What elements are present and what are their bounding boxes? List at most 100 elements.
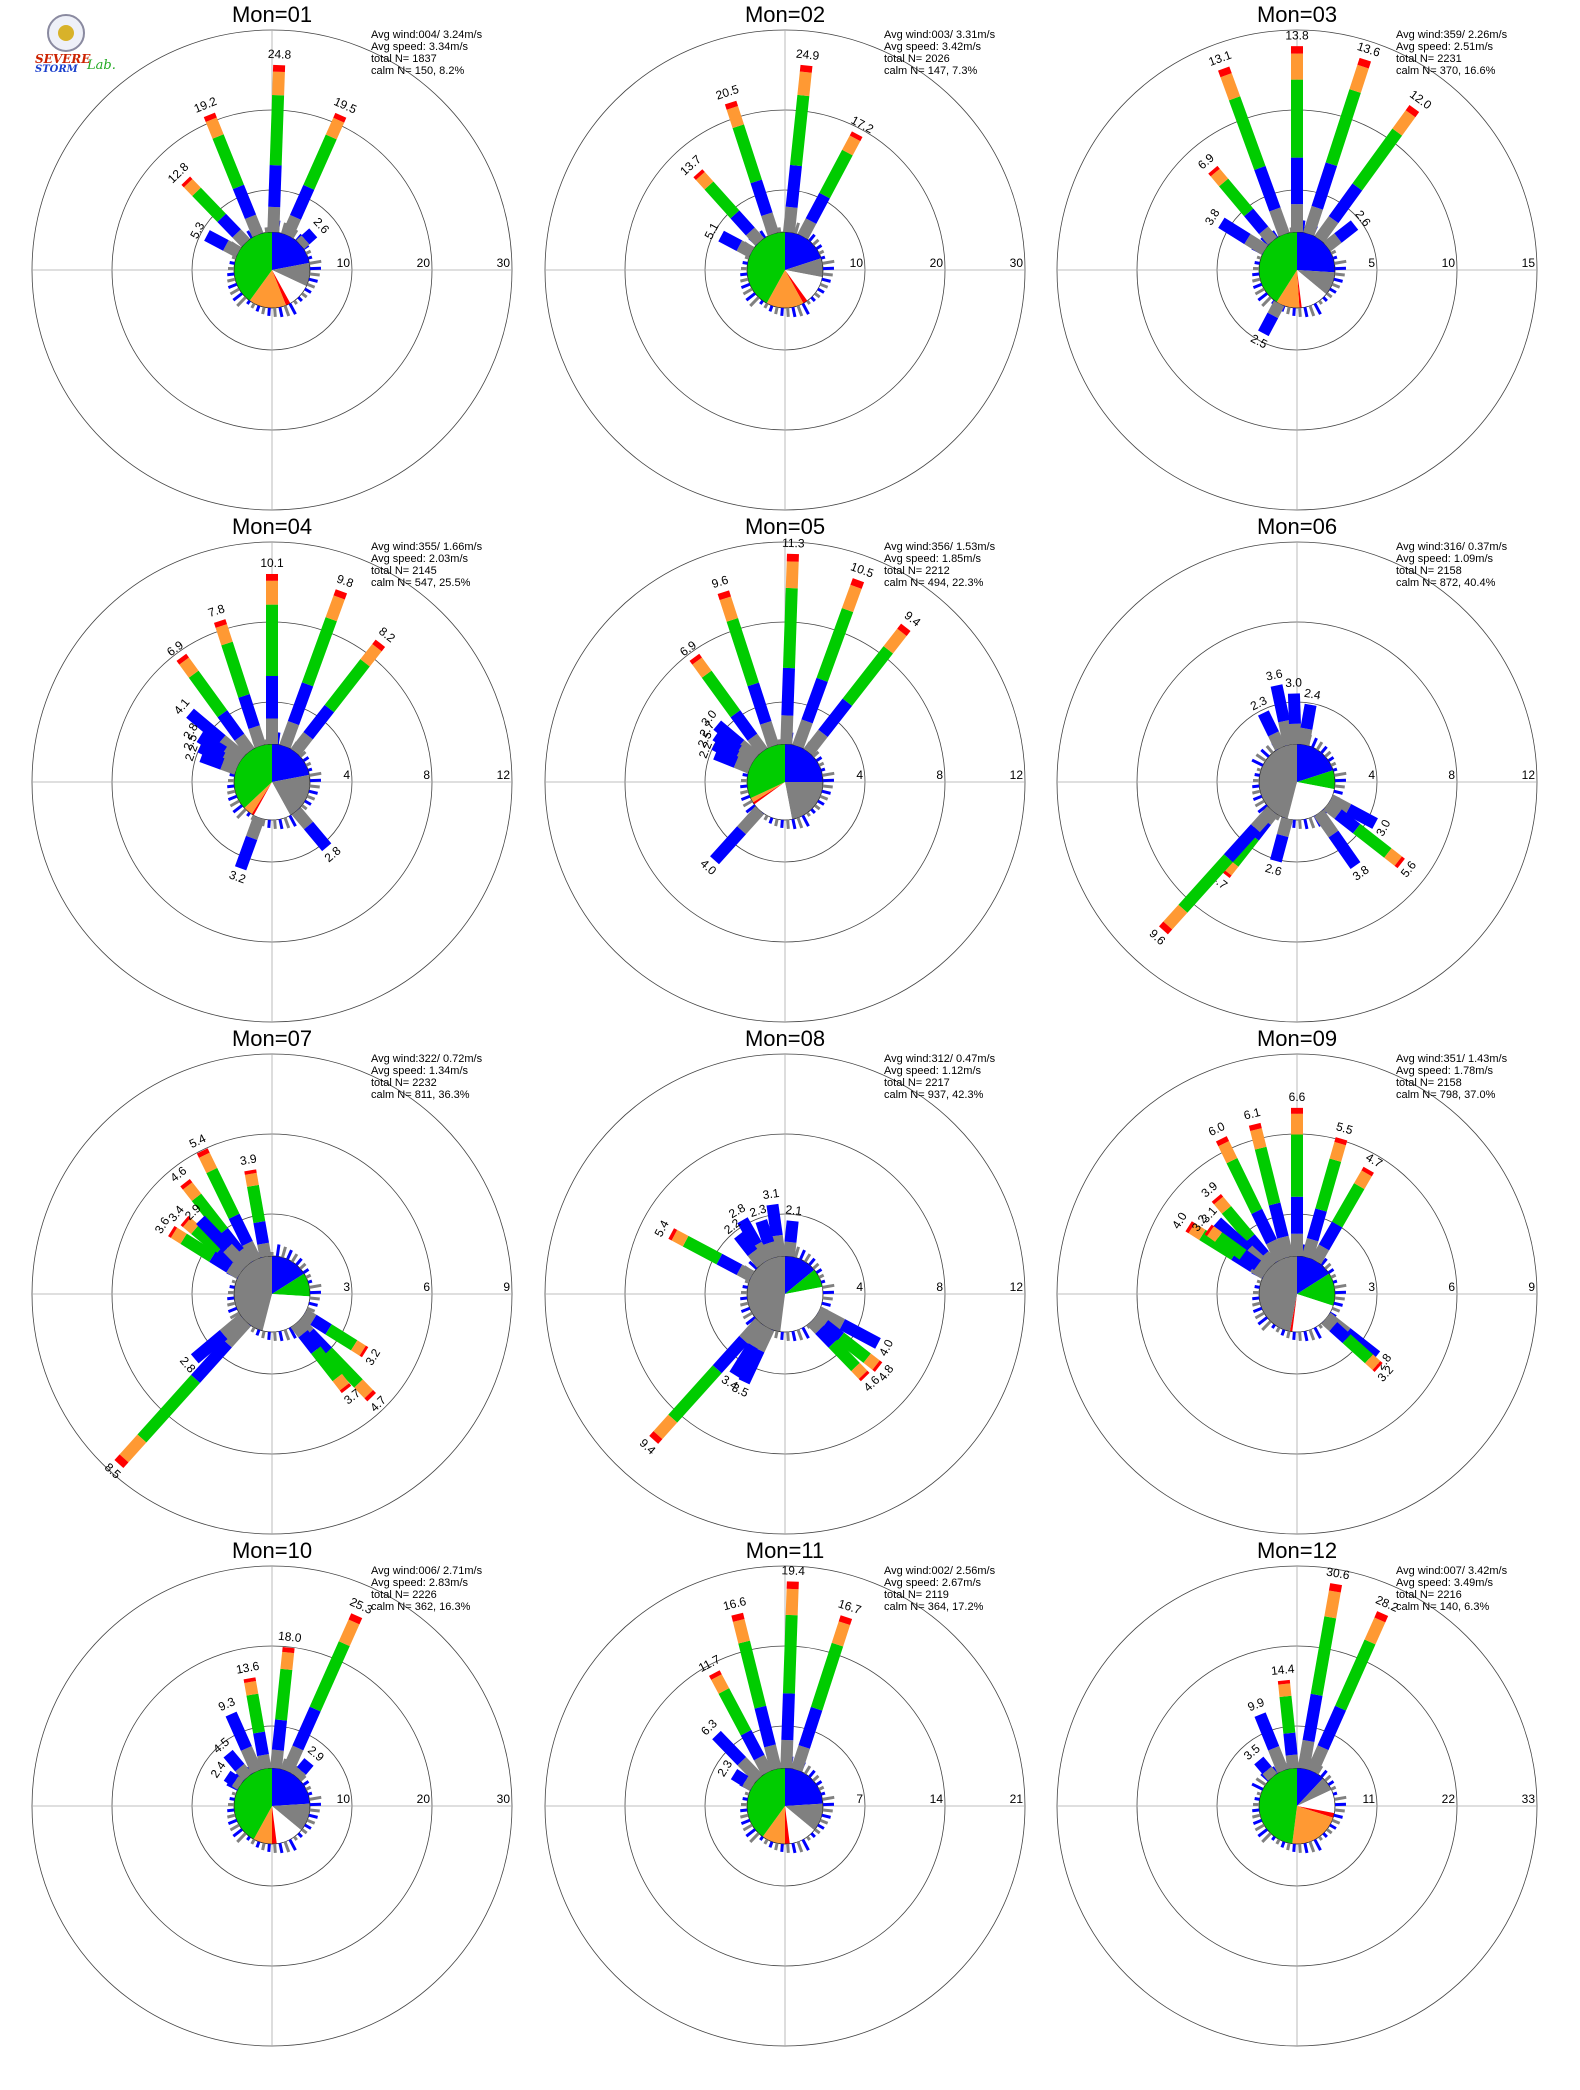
minor-petal: [261, 306, 266, 315]
calm-pie-slice: [1292, 1294, 1334, 1332]
petal-segment: [784, 1220, 799, 1243]
stats-line: Avg speed: 1.85m/s: [884, 553, 982, 565]
minor-petal: [1326, 1828, 1333, 1835]
petal-segment: [291, 1767, 307, 1781]
ring-label: 10: [337, 256, 351, 270]
petal-segment: [1328, 1583, 1343, 1593]
minor-petal: [1322, 1832, 1328, 1838]
stats-line: Avg wind:006/ 2.71m/s: [371, 1565, 483, 1577]
minor-petal: [231, 1791, 237, 1796]
minor-petal: [812, 1774, 820, 1782]
minor-petal: [1252, 282, 1263, 289]
minor-petal: [1320, 1257, 1328, 1266]
petal-label: 2.5: [180, 731, 200, 752]
petal-segment: [849, 131, 863, 142]
petal-label: 4.7: [1363, 1150, 1385, 1171]
petal-segment: [275, 1668, 293, 1721]
minor-petal: [264, 227, 269, 233]
minor-petal: [231, 255, 237, 260]
ring-label: 10: [337, 1792, 351, 1806]
petal-segment: [695, 171, 714, 190]
minor-petal: [1251, 1782, 1264, 1791]
petal-segment: [737, 806, 765, 835]
ring-label: 30: [497, 1792, 511, 1806]
petal-label: 6.0: [1206, 1119, 1227, 1139]
petal-segment: [1394, 856, 1405, 869]
minor-petal: [742, 773, 748, 777]
minor-petal: [791, 1330, 797, 1342]
calm-pie-slice: [272, 1806, 277, 1844]
petal-segment: [1188, 1223, 1206, 1240]
minor-petal: [1332, 1791, 1338, 1796]
minor-petal: [1320, 745, 1328, 754]
petal-segment: [736, 1264, 755, 1282]
minor-petal: [822, 1808, 833, 1813]
petal-label: 18.0: [277, 1629, 302, 1645]
minor-petal: [1280, 1841, 1286, 1848]
minor-petal: [820, 1279, 826, 1284]
minor-petal: [246, 230, 254, 239]
minor-petal: [745, 292, 756, 302]
ring-label: 7: [856, 1792, 863, 1806]
minor-petal: [227, 1301, 236, 1307]
minor-petal: [740, 1296, 748, 1301]
minor-petal: [740, 1813, 749, 1819]
minor-petal: [1324, 750, 1332, 758]
minor-petal: [305, 1273, 312, 1279]
minor-petal: [803, 1253, 812, 1263]
minor-petal: [309, 1296, 320, 1301]
petal-segment: [311, 1346, 343, 1382]
stats-line: total N= 2232: [371, 1077, 437, 1089]
minor-petal: [227, 1813, 236, 1819]
minor-petal: [1256, 767, 1262, 772]
petal-segment: [1328, 183, 1363, 224]
petal-segment: [223, 1749, 245, 1772]
petal-segment: [712, 730, 742, 756]
petal-label: 13.6: [235, 1659, 261, 1677]
lab-logo: SEVERE STORM Lab.: [35, 12, 125, 75]
petal-label: 2.8: [726, 1200, 748, 1221]
petal-segment: [272, 71, 285, 96]
minor-petal: [822, 272, 833, 277]
petal-segment: [333, 589, 348, 600]
petal-segment: [219, 1313, 247, 1340]
petal-label: 3.2: [227, 867, 248, 886]
calm-pie-slice: [785, 270, 823, 301]
calm-pie-slice: [747, 744, 785, 799]
minor-petal: [1292, 819, 1296, 828]
stats-line: Avg speed: 3.34m/s: [371, 41, 469, 53]
stats-line: Avg wind:003/ 3.31m/s: [884, 29, 996, 41]
petal-segment: [1285, 1754, 1299, 1769]
minor-petal: [1286, 306, 1291, 315]
petal-segment: [1204, 1224, 1215, 1236]
calm-pie-slice: [272, 270, 291, 306]
petal-label: 7.8: [206, 601, 227, 620]
calm-pie-slice: [253, 782, 291, 821]
minor-petal: [236, 808, 247, 820]
minor-petal: [232, 292, 243, 302]
minor-petal: [231, 1279, 237, 1284]
minor-petal: [822, 1283, 835, 1289]
petal-segment: [815, 1306, 846, 1330]
stats-line: Avg wind:359/ 2.26m/s: [1396, 29, 1508, 41]
petal-segment: [271, 1719, 288, 1751]
petal-segment: [1364, 1617, 1386, 1645]
petal-segment: [1244, 208, 1269, 235]
petal-segment: [816, 608, 854, 682]
minor-petal: [749, 1832, 760, 1844]
minor-petal: [817, 799, 825, 806]
petal-segment: [1220, 73, 1241, 101]
petal-label: 16.6: [722, 1594, 748, 1613]
minor-petal: [246, 1835, 251, 1841]
minor-petal: [1327, 1780, 1335, 1786]
petal-label: 19.4: [781, 1563, 805, 1578]
minor-petal: [786, 307, 790, 317]
petal-segment: [729, 1342, 758, 1378]
petal-segment: [1306, 1745, 1329, 1774]
minor-petal: [250, 1838, 256, 1845]
ring-label: 8: [423, 768, 430, 782]
minor-petal: [229, 773, 235, 777]
petal-segment: [736, 240, 755, 258]
petal-label: 3.5: [1241, 1741, 1263, 1763]
